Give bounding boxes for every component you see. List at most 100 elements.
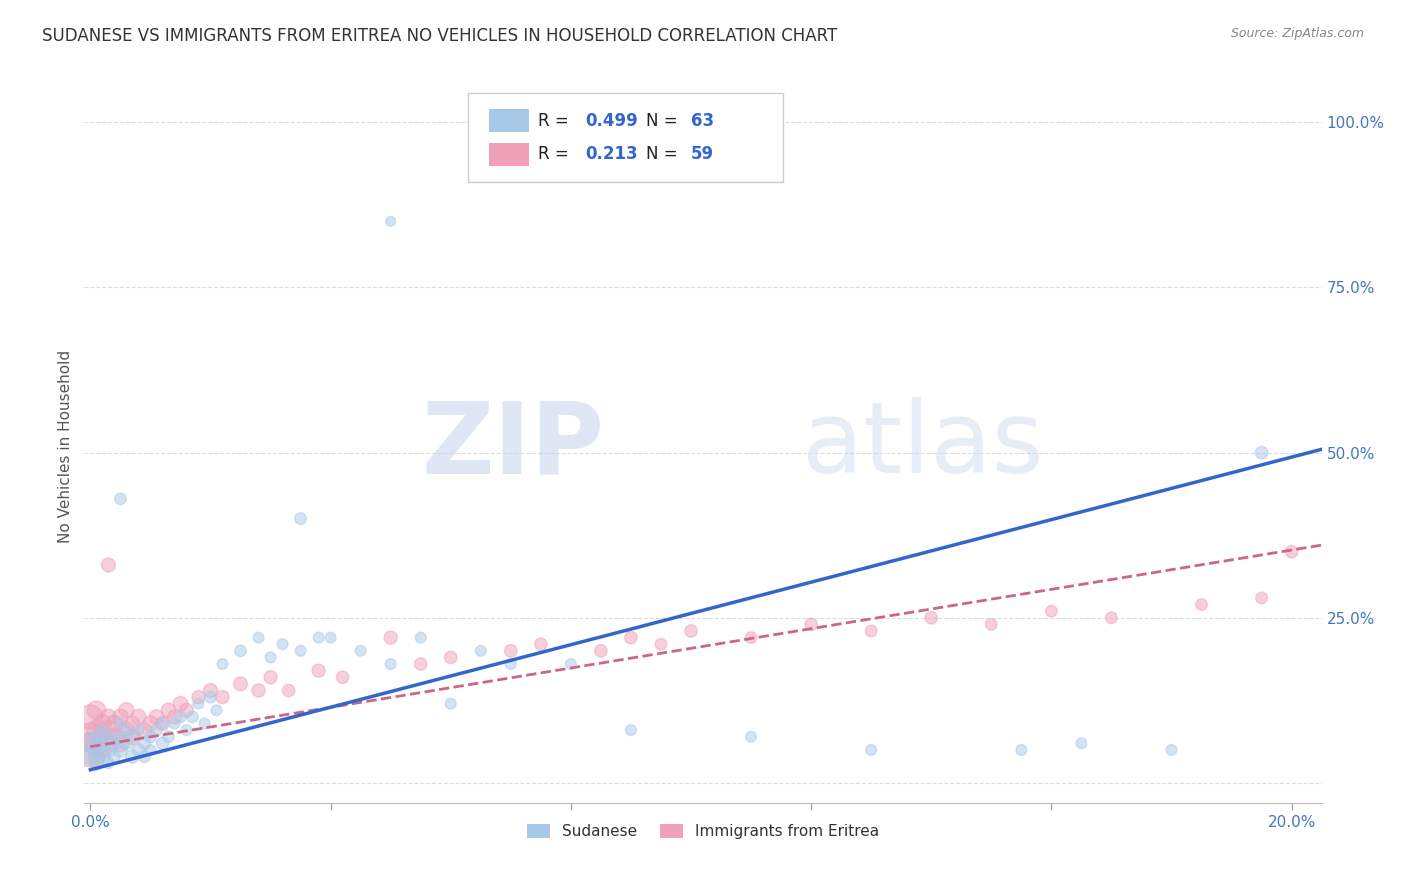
Point (1160, 743, 1182, 757)
Point (91, 749, 114, 764)
Point (145, 710, 167, 724)
Text: SUDANESE VS IMMIGRANTS FROM ERITREA NO VEHICLES IN HOUSEHOLD CORRELATION CHART: SUDANESE VS IMMIGRANTS FROM ERITREA NO V… (42, 27, 838, 45)
Point (308, 631, 330, 645)
Text: Source: ZipAtlas.com: Source: ZipAtlas.com (1230, 27, 1364, 40)
Point (86, 756, 108, 771)
Point (115, 723, 138, 738)
Point (187, 690, 209, 704)
Point (409, 657, 432, 671)
Point (169, 710, 191, 724)
Point (679, 624, 702, 638)
Text: 63: 63 (690, 112, 714, 129)
Point (79, 743, 101, 757)
Point (620, 723, 643, 738)
Point (332, 670, 354, 684)
Point (860, 624, 883, 638)
Point (110, 491, 132, 506)
Point (91, 743, 114, 757)
Point (200, 683, 222, 698)
Text: R =: R = (538, 112, 575, 129)
Point (1281, 545, 1303, 559)
Point (134, 749, 156, 764)
Point (193, 716, 215, 731)
Point (229, 677, 252, 691)
Text: ZIP: ZIP (422, 398, 605, 494)
Point (152, 716, 174, 731)
Point (1191, 598, 1213, 612)
Point (145, 723, 167, 738)
Text: N =: N = (647, 112, 683, 129)
Point (86, 736, 108, 750)
Point (134, 723, 156, 738)
Point (1250, 591, 1272, 605)
Point (86, 743, 108, 757)
Point (97, 756, 120, 771)
Point (86, 723, 108, 738)
Point (79, 749, 101, 764)
Point (620, 631, 643, 645)
Point (86, 703, 108, 717)
Point (530, 637, 553, 651)
Point (121, 730, 143, 744)
Point (259, 650, 281, 665)
Point (470, 644, 492, 658)
Text: 59: 59 (690, 145, 714, 163)
Point (127, 723, 149, 738)
Point (97, 723, 120, 738)
Point (290, 644, 312, 658)
Point (181, 710, 204, 724)
Point (121, 716, 143, 731)
Point (409, 631, 432, 645)
Point (211, 657, 233, 671)
Point (589, 644, 612, 658)
Point (139, 716, 162, 731)
Point (79, 736, 101, 750)
Text: R =: R = (538, 145, 575, 163)
Point (1010, 743, 1032, 757)
Point (127, 710, 149, 724)
Point (211, 690, 233, 704)
Point (127, 743, 149, 757)
Point (157, 730, 180, 744)
Point (920, 611, 942, 625)
Point (271, 637, 294, 651)
Point (200, 690, 222, 704)
Legend: Sudanese, Immigrants from Eritrea: Sudanese, Immigrants from Eritrea (520, 818, 886, 845)
Point (187, 697, 209, 711)
Point (440, 650, 463, 665)
Point (440, 697, 463, 711)
Point (176, 723, 198, 738)
Point (86, 749, 108, 764)
Bar (489, 109, 529, 132)
Point (1070, 736, 1092, 750)
Point (91, 736, 114, 750)
Point (499, 644, 522, 658)
Point (800, 617, 823, 632)
Point (121, 749, 143, 764)
Point (91, 730, 114, 744)
Point (97, 730, 120, 744)
Point (97, 736, 120, 750)
Point (380, 214, 402, 228)
Point (110, 710, 132, 724)
Point (139, 730, 162, 744)
Point (115, 736, 138, 750)
Text: N =: N = (647, 145, 683, 163)
FancyBboxPatch shape (468, 93, 783, 182)
Point (169, 697, 191, 711)
Text: atlas: atlas (801, 398, 1043, 494)
Point (115, 703, 138, 717)
Point (115, 723, 138, 738)
Point (560, 657, 582, 671)
Point (152, 736, 174, 750)
Point (157, 703, 180, 717)
Point (860, 743, 883, 757)
Point (319, 631, 342, 645)
Point (176, 703, 198, 717)
Point (91, 716, 114, 731)
Point (1099, 611, 1122, 625)
Point (152, 716, 174, 731)
Point (290, 511, 312, 525)
Point (277, 683, 299, 698)
Point (650, 637, 672, 651)
